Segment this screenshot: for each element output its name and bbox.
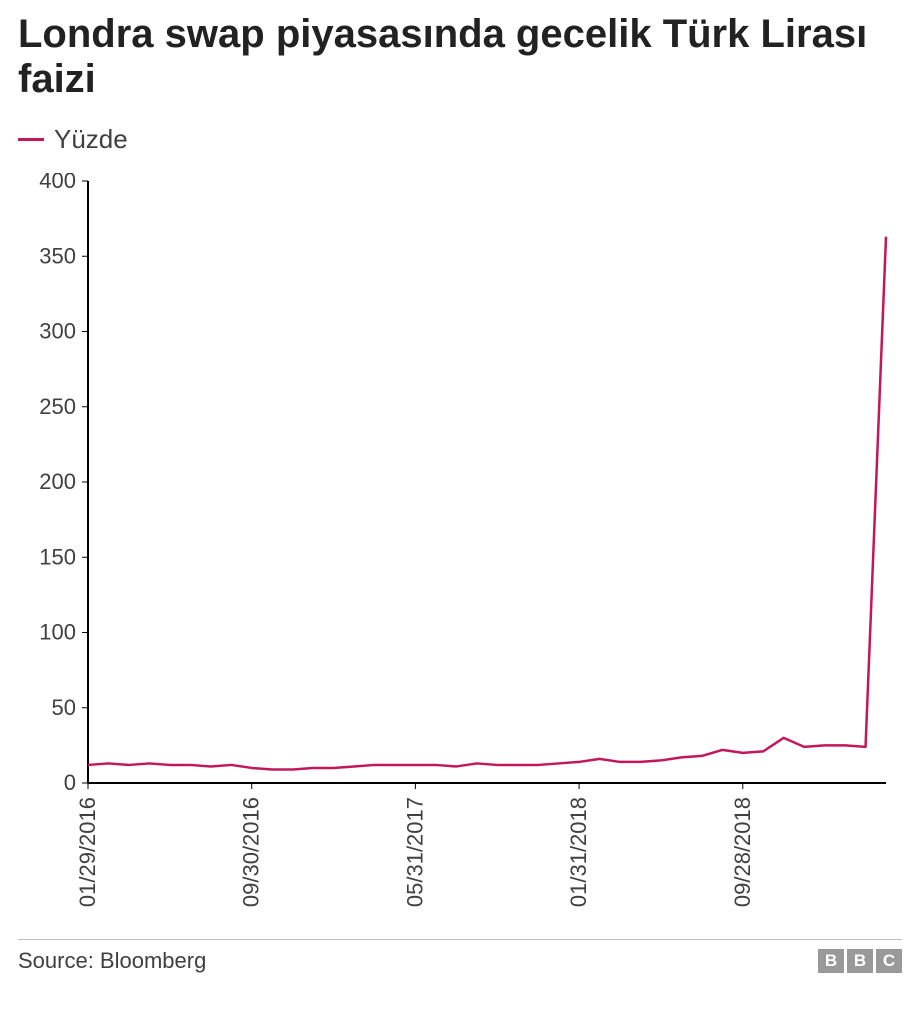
svg-text:09/30/2016: 09/30/2016 — [239, 797, 264, 907]
svg-text:350: 350 — [39, 243, 76, 268]
bbc-logo-letter: B — [847, 949, 873, 973]
chart-title: Londra swap piyasasında gecelik Türk Lir… — [18, 12, 902, 102]
svg-text:01/31/2018: 01/31/2018 — [566, 797, 591, 907]
line-chart: 0 50 100 150 200 250 300 350 400 01/29/2016 09/30/… — [18, 173, 898, 923]
svg-text:250: 250 — [39, 393, 76, 418]
svg-text:50: 50 — [52, 694, 76, 719]
bbc-logo-letter: C — [876, 949, 902, 973]
svg-text:400: 400 — [39, 173, 76, 193]
svg-text:100: 100 — [39, 619, 76, 644]
svg-text:0: 0 — [64, 770, 76, 795]
svg-text:01/29/2016: 01/29/2016 — [75, 797, 100, 907]
svg-text:300: 300 — [39, 318, 76, 343]
svg-text:200: 200 — [39, 469, 76, 494]
legend-label: Yüzde — [54, 124, 128, 155]
bbc-logo: B B C — [818, 949, 902, 973]
svg-text:150: 150 — [39, 544, 76, 569]
svg-text:09/28/2018: 09/28/2018 — [730, 797, 755, 907]
svg-text:05/31/2017: 05/31/2017 — [402, 797, 427, 907]
legend: Yüzde — [18, 124, 902, 155]
legend-swatch — [18, 138, 44, 141]
source-text: Source: Bloomberg — [18, 948, 206, 974]
bbc-logo-letter: B — [818, 949, 844, 973]
footer-divider — [18, 939, 902, 940]
